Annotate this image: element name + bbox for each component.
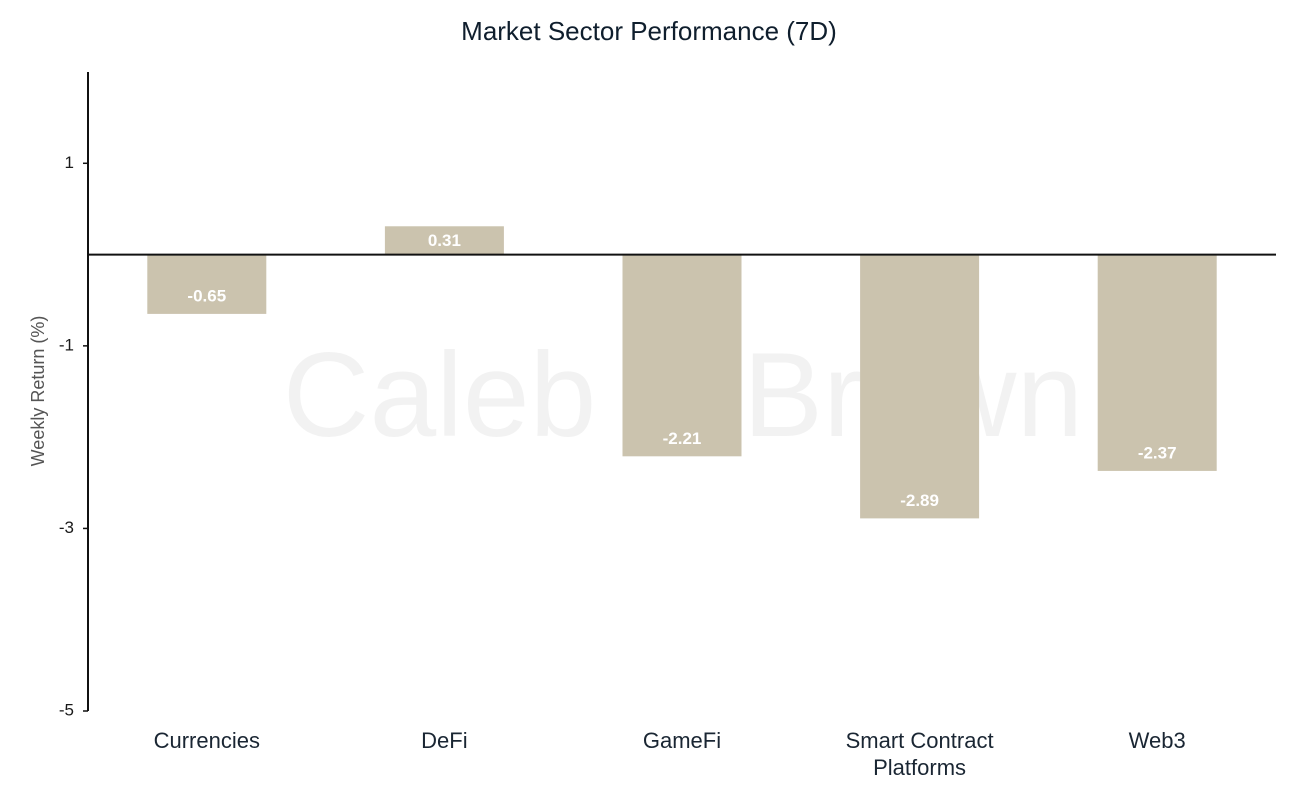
- bar-value-label: -2.21: [663, 429, 702, 448]
- bar-currencies: [147, 254, 267, 314]
- x-tick-label: Smart Contract Platforms: [846, 728, 994, 780]
- chart-title: Market Sector Performance (7D): [461, 16, 837, 46]
- bar-gamefi: [622, 254, 742, 457]
- y-tick-label: -3: [59, 518, 74, 537]
- x-tick-label: Web3: [1129, 728, 1186, 753]
- y-axis-label: Weekly Return (%): [28, 316, 48, 467]
- bar-web3: [1097, 254, 1217, 471]
- bar-defi: [384, 226, 504, 255]
- x-tick-label: GameFi: [643, 728, 721, 753]
- x-tick-label: DeFi: [421, 728, 467, 753]
- y-tick-label: -5: [59, 700, 74, 719]
- bar-value-label: -2.89: [900, 491, 939, 510]
- bar-smart-contract-platforms: [860, 254, 980, 519]
- bar-value-label: -0.65: [187, 286, 226, 305]
- y-tick-label: -1: [59, 335, 74, 354]
- x-tick-label: Currencies: [154, 728, 260, 753]
- bar-value-label: -2.37: [1138, 443, 1177, 462]
- y-tick-label: 1: [65, 153, 74, 172]
- bar-value-label: 0.31: [428, 231, 461, 250]
